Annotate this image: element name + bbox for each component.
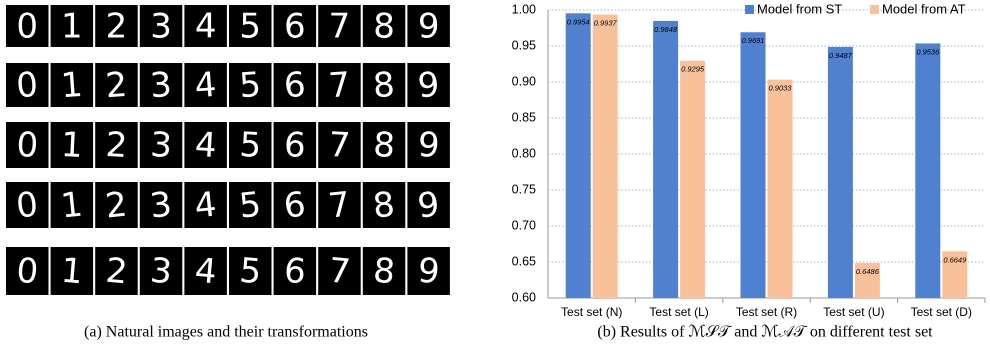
digit: 2 (106, 7, 128, 47)
digit: 8 (373, 7, 395, 47)
x-tick-label: Test set (N) (561, 305, 622, 319)
digit: 1 (61, 7, 83, 47)
bar (828, 47, 853, 298)
digit: 1 (59, 184, 85, 226)
y-tick-label: 0.85 (512, 110, 536, 124)
y-tick-label: 0.65 (512, 254, 536, 268)
digit: 6 (284, 7, 306, 47)
legend-label: Model from ST (757, 1, 842, 16)
digit: 0 (14, 184, 40, 226)
digit: 4 (195, 7, 217, 47)
x-tick-label: Test set (U) (823, 305, 884, 319)
digit: 7 (329, 7, 351, 47)
digit: 4 (193, 184, 219, 226)
digit: 8 (372, 65, 396, 106)
y-tick-label: 0.80 (512, 146, 536, 160)
value-label: 0.6649 (943, 255, 967, 264)
legend-swatch (745, 5, 754, 14)
bar (653, 21, 678, 298)
digit: 9 (416, 65, 440, 106)
digit: 3 (149, 251, 174, 293)
digit: 2 (105, 125, 129, 166)
digit: 6 (282, 251, 307, 293)
digit: 0 (15, 125, 39, 166)
y-tick-label: 1.00 (512, 2, 536, 16)
digit: 3 (148, 184, 174, 226)
digit: 6 (282, 184, 308, 226)
digit: 5 (238, 125, 262, 166)
legend-swatch (870, 5, 879, 14)
value-label: 0.9487 (829, 51, 853, 60)
digit: 8 (371, 184, 397, 226)
value-label: 0.9937 (594, 19, 618, 28)
digit: 4 (193, 65, 217, 106)
value-label: 0.6486 (856, 267, 880, 276)
y-tick-label: 0.90 (512, 74, 536, 88)
bar (741, 32, 766, 298)
digit: 0 (16, 7, 38, 47)
digit: 3 (150, 7, 172, 47)
digit: 9 (416, 251, 441, 293)
digit: 4 (193, 251, 218, 293)
x-tick-label: Test set (R) (736, 305, 797, 319)
value-label: 0.9848 (654, 25, 678, 34)
value-label: 0.9033 (769, 84, 793, 93)
y-tick-label: 0.75 (512, 182, 536, 196)
digit: 7 (328, 125, 352, 166)
digit: 2 (103, 184, 129, 226)
digit: 7 (327, 65, 351, 106)
value-label: 0.9295 (681, 65, 705, 74)
digit: 9 (417, 125, 441, 166)
digit: 7 (326, 184, 352, 226)
value-label: 0.9691 (742, 36, 765, 45)
y-tick-label: 0.60 (512, 290, 536, 304)
digit: 9 (416, 184, 442, 226)
digit: 4 (194, 125, 218, 166)
digit: 1 (59, 251, 84, 293)
digit: 9 (418, 7, 440, 47)
digit: 5 (238, 65, 262, 106)
digit: 5 (239, 7, 261, 47)
digit: 0 (15, 251, 40, 293)
digit: 3 (149, 125, 173, 166)
bar (566, 13, 591, 298)
digit: 3 (149, 65, 173, 106)
x-tick-label: Test set (D) (911, 305, 972, 319)
value-label: 0.9954 (567, 17, 590, 26)
digit: 1 (60, 125, 84, 166)
digit: 6 (283, 125, 307, 166)
digit: 6 (283, 65, 307, 106)
value-label: 0.9536 (916, 47, 940, 56)
bar (915, 43, 940, 298)
figure: (a) Natural images and their transformat… (0, 0, 990, 352)
digit: 2 (104, 251, 129, 293)
digit: 8 (372, 251, 397, 293)
caption-b: (b) Results of ℳ𝒮𝒯 and ℳ𝒜𝒯 on different … (597, 324, 933, 341)
digit: 1 (60, 65, 84, 106)
digit: 5 (237, 184, 263, 226)
bar (680, 61, 705, 298)
digit: 8 (372, 125, 396, 166)
legend-label: Model from AT (882, 1, 966, 16)
bar (768, 80, 793, 298)
digit: 2 (104, 65, 128, 106)
y-tick-label: 0.70 (512, 218, 536, 232)
caption-a: (a) Natural images and their transformat… (84, 324, 368, 341)
bar (593, 15, 618, 298)
y-tick-label: 0.95 (512, 38, 536, 52)
digit: 7 (327, 251, 352, 293)
digit: 5 (238, 251, 263, 293)
digit: 0 (15, 65, 39, 106)
x-tick-label: Test set (L) (649, 305, 708, 319)
